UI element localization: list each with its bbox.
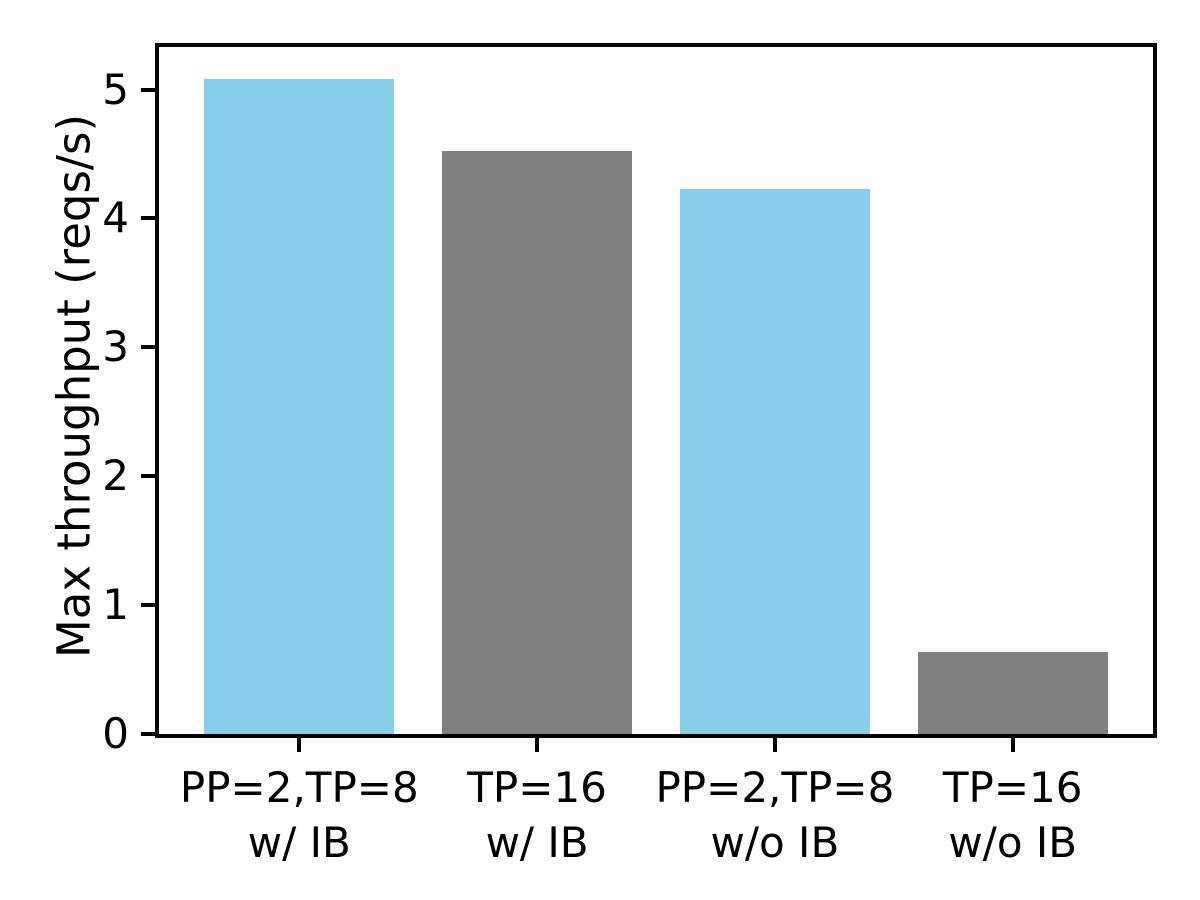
x-tick-label-line2-0: w/ IB <box>247 818 351 868</box>
y-tick-label-0: 0 <box>102 709 129 758</box>
y-tick-mark-5 <box>141 87 155 92</box>
x-tick-label-line1-2: PP=2,TP=8 <box>655 763 895 812</box>
y-tick-mark-0 <box>141 732 155 736</box>
y-tick-label-1: 1 <box>102 580 129 630</box>
y-tick-mark-2 <box>141 474 155 479</box>
y-tick-mark-1 <box>141 603 155 608</box>
bar-2 <box>679 188 870 734</box>
x-tick-label-line2-1: w/ IB <box>485 818 589 868</box>
x-tick-label-0: PP=2,TP=8 w/ IB <box>180 760 419 871</box>
x-tick-label-line1-3: TP=16 <box>942 763 1083 812</box>
bar-1 <box>441 151 633 734</box>
y-tick-label-2: 2 <box>102 451 129 501</box>
x-tick-label-1: TP=16 w/ IB <box>467 760 607 871</box>
x-tick-label-line2-3: w/o IB <box>948 818 1078 868</box>
x-tick-mark-3 <box>1010 738 1015 752</box>
y-tick-label-5: 5 <box>102 64 129 114</box>
bar-3 <box>917 651 1108 734</box>
y-tick-label-4: 4 <box>102 193 129 243</box>
x-tick-label-2: PP=2,TP=8 w/o IB <box>655 760 894 871</box>
x-tick-label-3: TP=16 w/o IB <box>943 760 1083 871</box>
y-axis-label: Max throughput (reqs/s) <box>47 113 101 659</box>
y-tick-mark-3 <box>141 345 155 350</box>
x-tick-mark-2 <box>772 738 777 752</box>
x-tick-label-line1-1: TP=16 <box>467 763 607 812</box>
x-tick-mark-0 <box>297 738 302 752</box>
x-tick-mark-1 <box>535 738 540 752</box>
x-tick-label-line2-2: w/o IB <box>710 818 840 868</box>
bar-0 <box>204 79 395 734</box>
y-tick-mark-4 <box>141 216 155 221</box>
y-tick-label-3: 3 <box>102 322 129 372</box>
x-tick-label-line1-0: PP=2,TP=8 <box>179 763 419 812</box>
plot-area: PP=2,TP=8 w/ IB TP=16 w/ IB PP=2,TP=8 w/o IB T… <box>102 43 1157 867</box>
